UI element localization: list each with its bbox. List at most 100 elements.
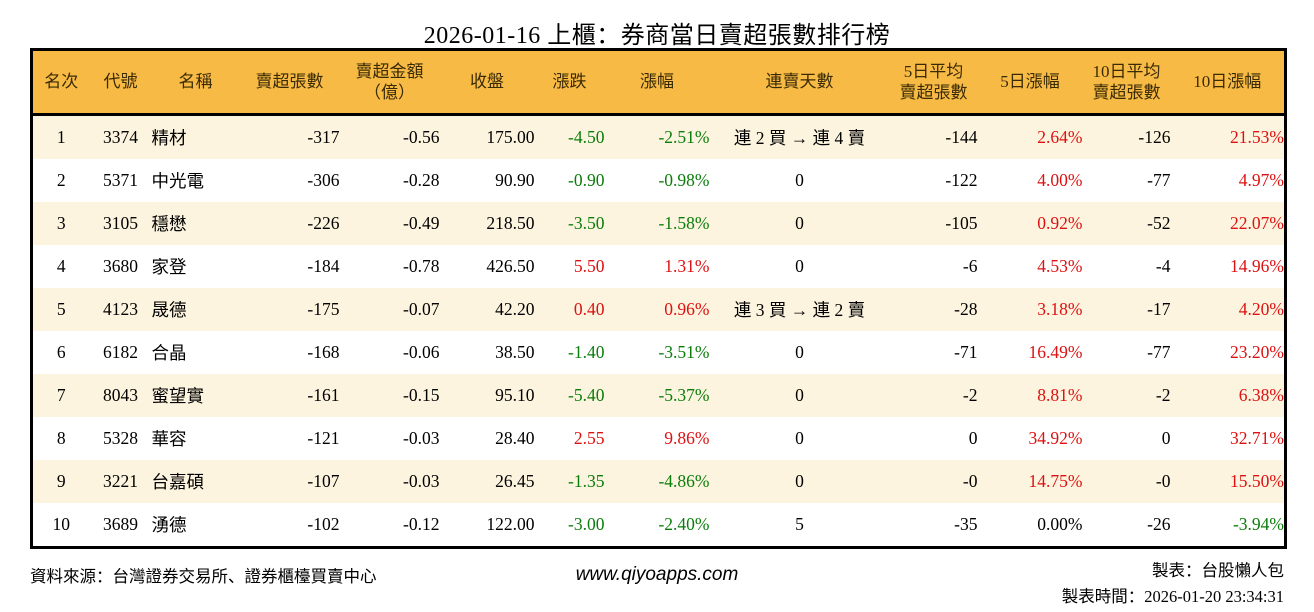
cell-10日平均賣超張數: -126 xyxy=(1138,127,1171,147)
cell-賣超張數: -175 xyxy=(307,299,340,319)
cell-收盤: 175.00 xyxy=(486,127,535,147)
footer: 資料來源：台灣證券交易所、證券櫃檯買賣中心 www.qiyoapps.com 製… xyxy=(0,549,1314,609)
cell-漲幅: -4.86% xyxy=(658,471,710,491)
cell-10日漲幅: 14.96% xyxy=(1230,256,1284,276)
column-header: 賣超金額 （億） xyxy=(339,49,440,116)
cell-代號: 3680 xyxy=(103,256,138,276)
cell-名次: 4 xyxy=(56,256,66,276)
website-text: www.qiyoapps.com xyxy=(575,564,739,585)
cell-連賣天數: 0 xyxy=(795,256,804,276)
cell-名稱: 湧德 xyxy=(151,515,187,535)
cell-5日漲幅: 3.18% xyxy=(1037,299,1083,319)
cell-漲跌: -1.35 xyxy=(568,471,605,491)
cell-5日平均賣超張數: -105 xyxy=(945,213,978,233)
cell-10日漲幅: 21.53% xyxy=(1230,127,1284,147)
cell-名稱: 蜜望實 xyxy=(151,386,205,406)
table-row: 8 5328 華容 -121 -0.03 28.40 2.55 9.86% 0 0 34.92% 0 3… xyxy=(31,417,1286,460)
cell-5日漲幅: 16.49% xyxy=(1028,342,1083,362)
cell-10日漲幅: 4.20% xyxy=(1238,299,1284,319)
cell-賣超張數: -184 xyxy=(307,256,340,276)
cell-5日平均賣超張數: -0 xyxy=(962,471,978,491)
cell-連賣天數: 0 xyxy=(795,213,804,233)
cell-連賣天數: 0 xyxy=(795,428,804,448)
table-row: 6 6182 合晶 -168 -0.06 38.50 -1.40 -3.51% 0 -71 16.4… xyxy=(31,331,1286,374)
cell-賣超金額（億）: -0.49 xyxy=(403,213,440,233)
column-header: 名稱 xyxy=(151,49,240,116)
cell-漲幅: -2.51% xyxy=(658,127,710,147)
cell-漲跌: 0.40 xyxy=(573,299,605,319)
maker-line: 製表：台股懶人包 xyxy=(1152,561,1284,580)
cell-賣超張數: -226 xyxy=(307,213,340,233)
column-header: 10日平均 賣超張數 xyxy=(1082,49,1171,116)
cell-代號: 3221 xyxy=(103,471,138,491)
column-header: 5日漲幅 xyxy=(977,49,1083,116)
column-header: 收盤 xyxy=(439,49,535,116)
cell-漲跌: 5.50 xyxy=(573,256,605,276)
cell-連賣天數: 0 xyxy=(795,471,804,491)
column-header: 名次 xyxy=(31,49,90,116)
column-header: 5日平均 賣超張數 xyxy=(889,49,978,116)
table-row: 2 5371 中光電 -306 -0.28 90.90 -0.90 -0.98% 0 -122 4.… xyxy=(31,159,1286,202)
cell-10日平均賣超張數: -77 xyxy=(1147,342,1171,362)
cell-收盤: 90.90 xyxy=(495,170,535,190)
cell-漲跌: -4.50 xyxy=(568,127,605,147)
table-row: 9 3221 台嘉碩 -107 -0.03 26.45 -1.35 -4.86% 0 -0 14.7… xyxy=(31,460,1286,503)
cell-10日漲幅: -3.94% xyxy=(1232,514,1284,534)
cell-漲跌: -5.40 xyxy=(568,385,605,405)
column-header: 代號 xyxy=(89,49,152,116)
cell-5日漲幅: 0.00% xyxy=(1037,514,1083,534)
cell-賣超張數: -317 xyxy=(307,127,340,147)
cell-賣超金額（億）: -0.78 xyxy=(403,256,440,276)
cell-名次: 5 xyxy=(56,299,66,319)
credit-block: 製表：台股懶人包 製表時間：2026-01-20 23:34:31 xyxy=(1062,558,1284,609)
cell-代號: 3105 xyxy=(103,213,138,233)
cell-名稱: 精材 xyxy=(151,128,187,148)
cell-5日平均賣超張數: -28 xyxy=(954,299,978,319)
cell-連賣天數: 0 xyxy=(795,170,804,190)
cell-10日漲幅: 23.20% xyxy=(1230,342,1284,362)
cell-收盤: 28.40 xyxy=(495,428,535,448)
cell-收盤: 42.20 xyxy=(495,299,535,319)
cell-連賣天數: 5 xyxy=(795,514,804,534)
cell-5日漲幅: 2.64% xyxy=(1037,127,1083,147)
cell-10日漲幅: 32.71% xyxy=(1230,428,1284,448)
cell-5日平均賣超張數: -122 xyxy=(945,170,978,190)
cell-10日平均賣超張數: -17 xyxy=(1147,299,1171,319)
cell-收盤: 26.45 xyxy=(495,471,535,491)
cell-漲幅: 0.96% xyxy=(664,299,710,319)
cell-連賣天數: 0 xyxy=(795,385,804,405)
cell-5日平均賣超張數: 0 xyxy=(968,428,978,448)
cell-賣超金額（億）: -0.12 xyxy=(403,514,440,534)
cell-5日平均賣超張數: -2 xyxy=(962,385,978,405)
cell-代號: 5371 xyxy=(103,170,138,190)
table-row: 7 8043 蜜望實 -161 -0.15 95.10 -5.40 -5.37% 0 -2 8.81… xyxy=(31,374,1286,417)
cell-漲幅: -0.98% xyxy=(658,170,710,190)
cell-漲幅: -3.51% xyxy=(658,342,710,362)
cell-名次: 7 xyxy=(56,385,66,405)
cell-賣超金額（億）: -0.28 xyxy=(403,170,440,190)
data-source-note: 資料來源：台灣證券交易所、證券櫃檯買賣中心 xyxy=(30,567,377,586)
cell-賣超金額（億）: -0.03 xyxy=(403,471,440,491)
cell-賣超張數: -121 xyxy=(307,428,340,448)
cell-漲幅: -2.40% xyxy=(658,514,710,534)
cell-漲跌: -3.50 xyxy=(568,213,605,233)
cell-10日漲幅: 15.50% xyxy=(1230,471,1284,491)
cell-10日平均賣超張數: -4 xyxy=(1155,256,1171,276)
cell-名次: 2 xyxy=(56,170,66,190)
cell-代號: 3689 xyxy=(103,514,138,534)
cell-漲跌: -0.90 xyxy=(568,170,605,190)
cell-10日漲幅: 22.07% xyxy=(1230,213,1284,233)
cell-收盤: 218.50 xyxy=(486,213,535,233)
cell-名稱: 家登 xyxy=(151,257,187,277)
cell-名次: 6 xyxy=(56,342,66,362)
cell-賣超金額（億）: -0.03 xyxy=(403,428,440,448)
cell-名次: 9 xyxy=(56,471,66,491)
cell-5日漲幅: 34.92% xyxy=(1028,428,1083,448)
cell-賣超張數: -102 xyxy=(307,514,340,534)
cell-名稱: 華容 xyxy=(151,429,187,449)
cell-5日平均賣超張數: -71 xyxy=(954,342,978,362)
cell-代號: 8043 xyxy=(103,385,138,405)
cell-10日平均賣超張數: -0 xyxy=(1155,471,1171,491)
cell-5日漲幅: 14.75% xyxy=(1028,471,1083,491)
page-title: 2026-01-16 上櫃：券商當日賣超張數排行榜 xyxy=(423,23,891,49)
